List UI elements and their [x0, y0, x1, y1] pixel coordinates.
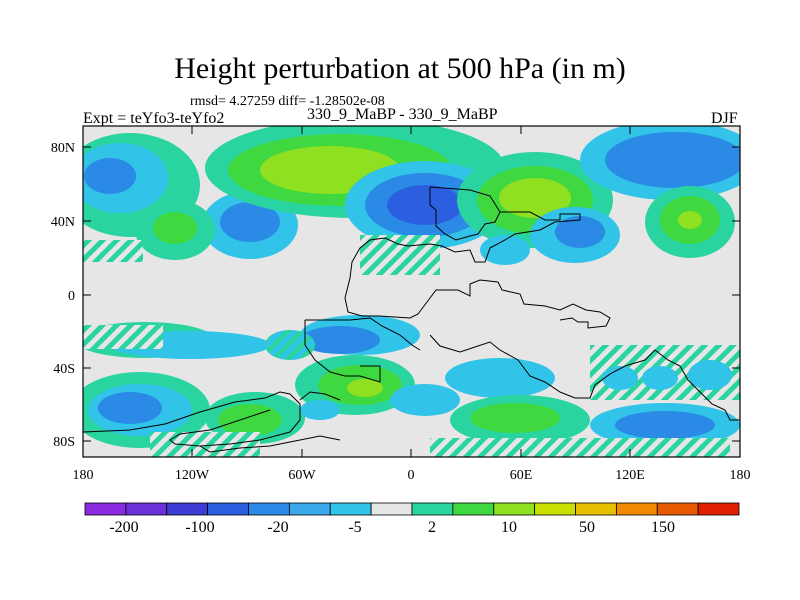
x-tick-label: 120W — [175, 468, 210, 483]
y-tick-label: 40N — [51, 215, 75, 230]
colorbar-swatch — [615, 502, 658, 516]
y-tick-label: 0 — [68, 289, 75, 304]
colorbar-label: 150 — [651, 519, 675, 536]
colorbar-swatch — [166, 502, 209, 516]
colorbar-label: 10 — [501, 519, 517, 536]
colorbar-swatch — [248, 502, 290, 516]
colorbar-label: -20 — [267, 519, 288, 536]
x-tick-label: 180 — [73, 468, 94, 483]
tick-marks — [82, 126, 741, 457]
colorbar-swatch — [493, 502, 536, 516]
colorbar — [84, 502, 740, 516]
y-tick-label: 80S — [53, 435, 75, 450]
colorbar-label: -5 — [348, 519, 361, 536]
y-tick-label: 40S — [53, 362, 75, 377]
coastline-outline — [83, 186, 740, 453]
x-tick-label: 60W — [288, 468, 316, 483]
run-label: 330_9_MaBP - 330_9_MaBP — [307, 106, 498, 123]
colorbar-swatch — [329, 502, 372, 516]
y-tick-label: 80N — [51, 141, 75, 156]
x-tick-label: 120E — [615, 468, 645, 483]
colorbar-swatch — [452, 502, 495, 516]
colorbar-label: 2 — [428, 519, 436, 536]
colorbar-swatch — [84, 502, 127, 516]
colorbar-swatch — [697, 502, 740, 516]
stats-line: rmsd= 4.27259 diff= -1.28502e-08 — [190, 94, 385, 109]
colorbar-swatch — [411, 502, 454, 516]
colorbar-label: 50 — [579, 519, 595, 536]
x-tick-label: 60E — [510, 468, 533, 483]
x-tick-label: 0 — [408, 468, 415, 483]
colorbar-label: -100 — [185, 519, 214, 536]
colorbar-swatch — [370, 502, 413, 516]
colorbar-label: -200 — [109, 519, 138, 536]
colorbar-swatch — [288, 502, 331, 516]
colorbar-swatch — [207, 502, 249, 516]
colorbar-swatch — [534, 502, 576, 516]
x-tick-label: 180 — [730, 468, 751, 483]
season-label: DJF — [711, 110, 738, 127]
experiment-label: Expt = teYfo3-teYfo2 — [83, 110, 225, 127]
colorbar-swatch — [125, 502, 168, 516]
height-field — [83, 126, 740, 457]
plot-title: Height perturbation at 500 hPa (in m) — [174, 52, 626, 85]
colorbar-swatch — [656, 502, 699, 516]
colorbar-swatch — [575, 502, 617, 516]
